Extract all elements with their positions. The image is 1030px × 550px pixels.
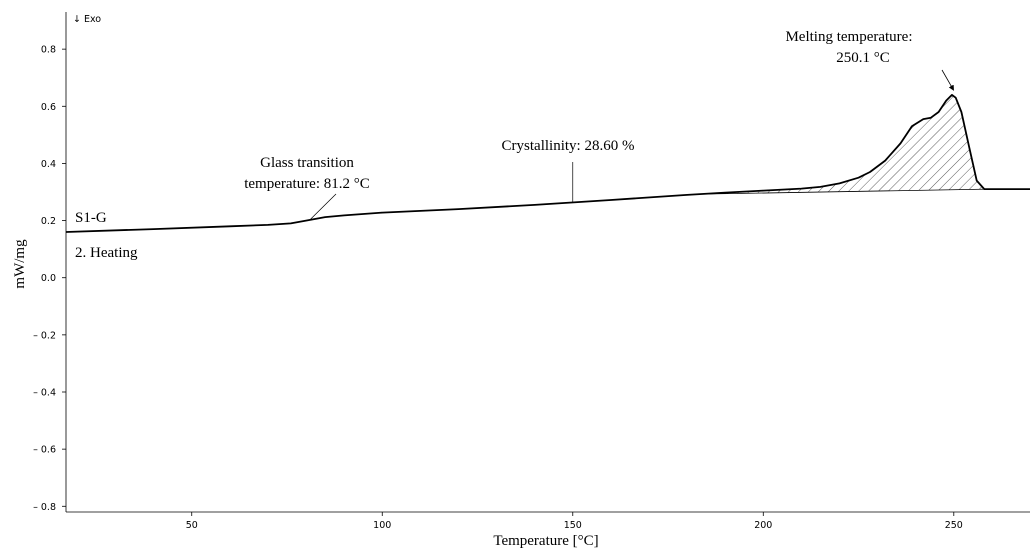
x-ticks: 50 100 150 200 250 [186, 512, 963, 531]
y-tick-label: 0.0 [41, 273, 56, 284]
exo-label: ↓ Exo [73, 14, 101, 25]
melting-label-line2: 250.1 °C [836, 50, 890, 66]
x-tick-label: 150 [564, 520, 582, 531]
x-tick-label: 100 [373, 520, 391, 531]
y-tick-label: – 0.4 [33, 388, 56, 399]
y-axis-label: mW/mg [12, 239, 28, 289]
y-tick-label: 0.2 [41, 216, 56, 227]
glass-transition-label-line1: Glass transition [260, 155, 354, 171]
x-tick-label: 50 [186, 520, 198, 531]
x-tick-label: 250 [945, 520, 963, 531]
y-ticks: 0.8 0.6 0.4 0.2 0.0 – 0.2 – 0.4 – 0.6 – 0.8 [33, 45, 66, 513]
series-line-s1g [65, 94, 1030, 233]
annotation-melting: Melting temperature: 250.1 °C [785, 29, 954, 91]
y-tick-label: 0.6 [41, 102, 56, 113]
x-tick-label: 200 [754, 520, 772, 531]
crystallinity-label: Crystallinity: 28.60 % [502, 138, 635, 154]
y-tick-label: – 0.6 [33, 445, 56, 456]
x-axis-label: Temperature [°C] [493, 533, 598, 549]
y-tick-label: 0.8 [41, 45, 56, 56]
run-label: 2. Heating [75, 245, 138, 261]
y-tick-label: – 0.8 [33, 502, 56, 513]
glass-transition-leader [310, 193, 337, 220]
glass-transition-label-line2: temperature: 81.2 °C [244, 176, 370, 192]
melting-baseline [706, 188, 989, 195]
y-tick-label: – 0.2 [33, 330, 56, 341]
annotation-crystallinity: Crystallinity: 28.60 % [502, 138, 635, 203]
melting-peak-area [706, 94, 989, 194]
axes [65, 12, 1030, 513]
sample-label: S1-G [75, 210, 107, 226]
melting-leader-arrow [941, 69, 954, 91]
y-tick-label: 0.4 [41, 159, 56, 170]
melting-label-line1: Melting temperature: [785, 29, 912, 45]
annotation-glass-transition: Glass transition temperature: 81.2 °C [244, 155, 370, 220]
